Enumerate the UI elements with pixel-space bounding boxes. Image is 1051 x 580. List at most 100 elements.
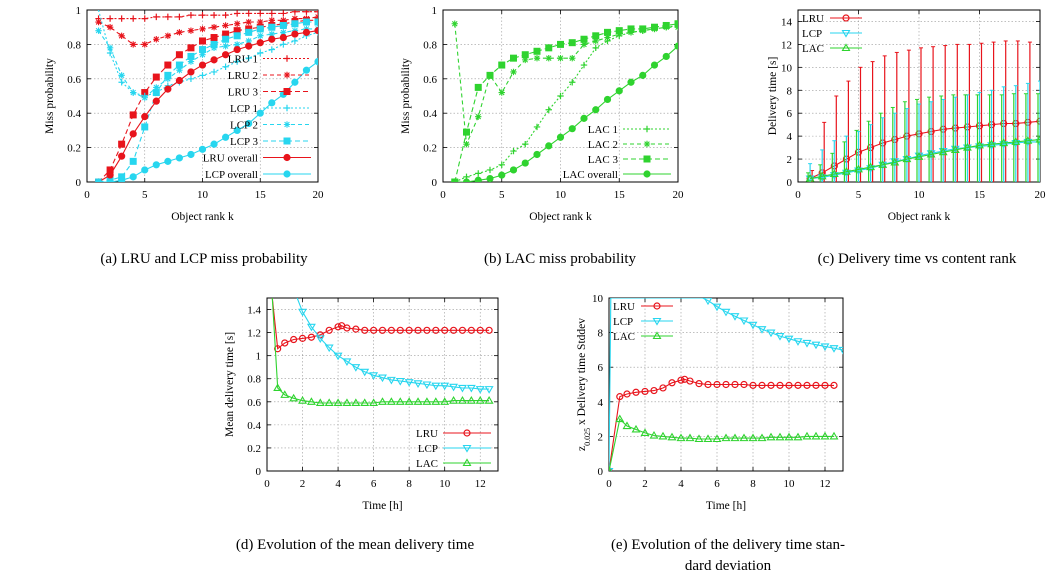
x-tick-label: 0 [606,478,612,490]
series-lcp-1-point [187,75,195,82]
series-lac-3-point [627,25,635,33]
series-lcp-3-point [233,32,241,40]
legend-lru-overall-marker-overall [283,153,291,162]
series-lac-1-point [545,106,552,113]
series-lcp-overall-point [256,109,264,117]
series-lac-overall-point [650,61,659,69]
y-tick-label: 0 [432,177,438,189]
legend-lru-label: LRU [613,301,635,313]
y-tick-label: 6 [598,362,604,374]
series-lru-point [476,326,484,334]
series-lru-point [830,381,838,389]
series-lru-overall-point [233,45,241,54]
series-lac-point [999,138,1009,147]
legend-lac-3-label: LAC 3 [588,154,619,166]
legend-lru-label: LRU [416,428,438,440]
series-lac-point [440,397,450,405]
series-lcp-overall-point [118,176,126,182]
series-lru-point [803,381,811,389]
series-lru-point [616,393,624,401]
series-lac-3-point [474,83,482,91]
y-tick-label: 0 [256,466,262,478]
series-lru-3-point [118,140,126,148]
series-lac-point [926,149,936,158]
series-lac-1-point [592,44,599,52]
legend-lru-3-marker [283,88,291,95]
series-lac-point [622,421,632,430]
y-tick-label: 0.8 [423,39,437,51]
series-lcp-2-point [187,58,195,65]
series-lcp-point [404,379,414,387]
series-lcp-2-point [280,29,287,36]
series-lru-point [704,380,712,389]
series-lru-point [361,326,369,334]
series-lac-1-point [557,92,564,100]
series-lcp-point [458,384,467,393]
series-lcp-1-point [199,72,206,79]
series-lcp-3-point [302,18,310,26]
series-lru-1-point [257,10,264,17]
series-lru-point [449,326,458,334]
series-lru-point [686,377,694,385]
legend-lru-3-label: LRU 3 [228,87,259,99]
series-lac-1-point [569,79,576,86]
series-lcp-3-point [210,40,218,48]
series-lcp-point [475,386,485,394]
series-lcp-overall-point [141,166,149,174]
series-lru-point [325,326,333,334]
series-lac-point [914,152,924,160]
legend: LRU 1 LRU 2 LRU 3 LCP 1 LCP 2 LCP 3 LRU overal… [203,54,311,181]
series-lac-point [378,397,387,405]
series-lac-point [854,164,863,173]
series-lac-point [962,143,972,151]
series-lru-overall-point [256,39,264,47]
series-lac-point [975,140,984,149]
series-lcp-2-point [141,94,148,101]
series-lcp-2-point [130,89,137,96]
series-lru-point [458,326,467,334]
series-lru-point [794,381,802,389]
series-lac-2-point [604,34,611,41]
series-lru-point [307,333,316,341]
legend-lcp-overall-label: LCP overall [205,169,258,181]
y-tick-label: 2 [787,154,793,166]
series-lac-3-point [604,28,611,36]
series-lac-3-point [463,128,470,136]
x-tick-label: 15 [614,189,626,201]
series-lcp-3-point [175,61,183,69]
series-lac-point [890,157,900,166]
series-lru-overall-point [291,30,299,38]
series-lru-overall-point [222,51,230,59]
series-lac-overall-point [545,142,553,150]
series-lru-1-point [291,10,299,15]
series-lac-point [449,396,459,404]
series-lru-overall-point [106,171,114,179]
y-tick-label: 10 [592,293,604,305]
series-lac-point [422,397,432,405]
legend-lcp-overall-marker-overall [283,170,291,178]
series-lcp-3-point [129,157,137,165]
legend-lru-overall-label: LRU overall [203,153,258,165]
y-tick-label: 10 [781,62,793,74]
series-lru-3-point [199,37,206,45]
series-lru-point [632,388,640,396]
series-lcp-point [395,377,405,386]
series-lcp-point [342,358,352,367]
series-lac-3-point [521,51,529,59]
y-tick-label: 0.6 [247,397,261,409]
series-lru-overall-point [164,85,172,93]
series-lru-2-point [130,41,137,48]
series-lcp-point [838,346,843,355]
series-lac-overall-point [451,178,459,182]
series-lac-overall-point [674,42,678,50]
series-lac-point [1011,137,1021,145]
series-lcp-overall-point [245,119,253,128]
legend-lac-label: LAC [802,43,824,55]
series-lac-point [324,398,334,407]
series-lru-point [467,326,475,334]
x-tick-label: 6 [371,478,377,490]
series-lac-point [757,433,767,442]
x-tick-label: 12 [475,478,486,490]
series-lru-point [785,381,793,389]
series-lac-1-point [533,123,541,131]
